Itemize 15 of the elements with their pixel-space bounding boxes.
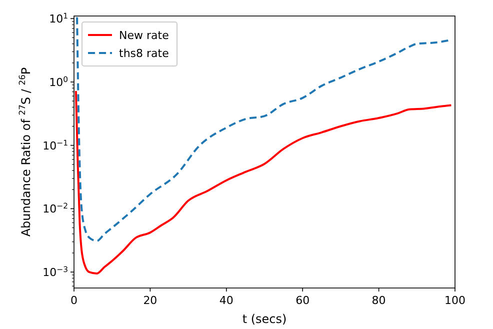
legend-label: New rate	[119, 29, 170, 42]
x-tick-label: 40	[219, 294, 234, 307]
x-tick-label: 20	[143, 294, 158, 307]
x-axis-title: t (secs)	[242, 312, 287, 326]
x-tick-label: 100	[444, 294, 466, 307]
y-tick-label: 10$^{−2}$	[42, 201, 68, 216]
x-tick-label: 60	[296, 294, 310, 307]
y-tick-label: 10$^{1}$	[49, 11, 68, 26]
x-tick-label: 0	[70, 294, 78, 307]
legend-label: ths8 rate	[119, 47, 170, 60]
y-tick-label: 10$^{−3}$	[42, 264, 68, 280]
line-series	[74, 90, 452, 274]
y-tick-label: 10$^{0}$	[49, 74, 68, 89]
x-tick-label: 80	[372, 294, 386, 307]
y-tick-label: 10$^{−1}$	[42, 138, 68, 152]
